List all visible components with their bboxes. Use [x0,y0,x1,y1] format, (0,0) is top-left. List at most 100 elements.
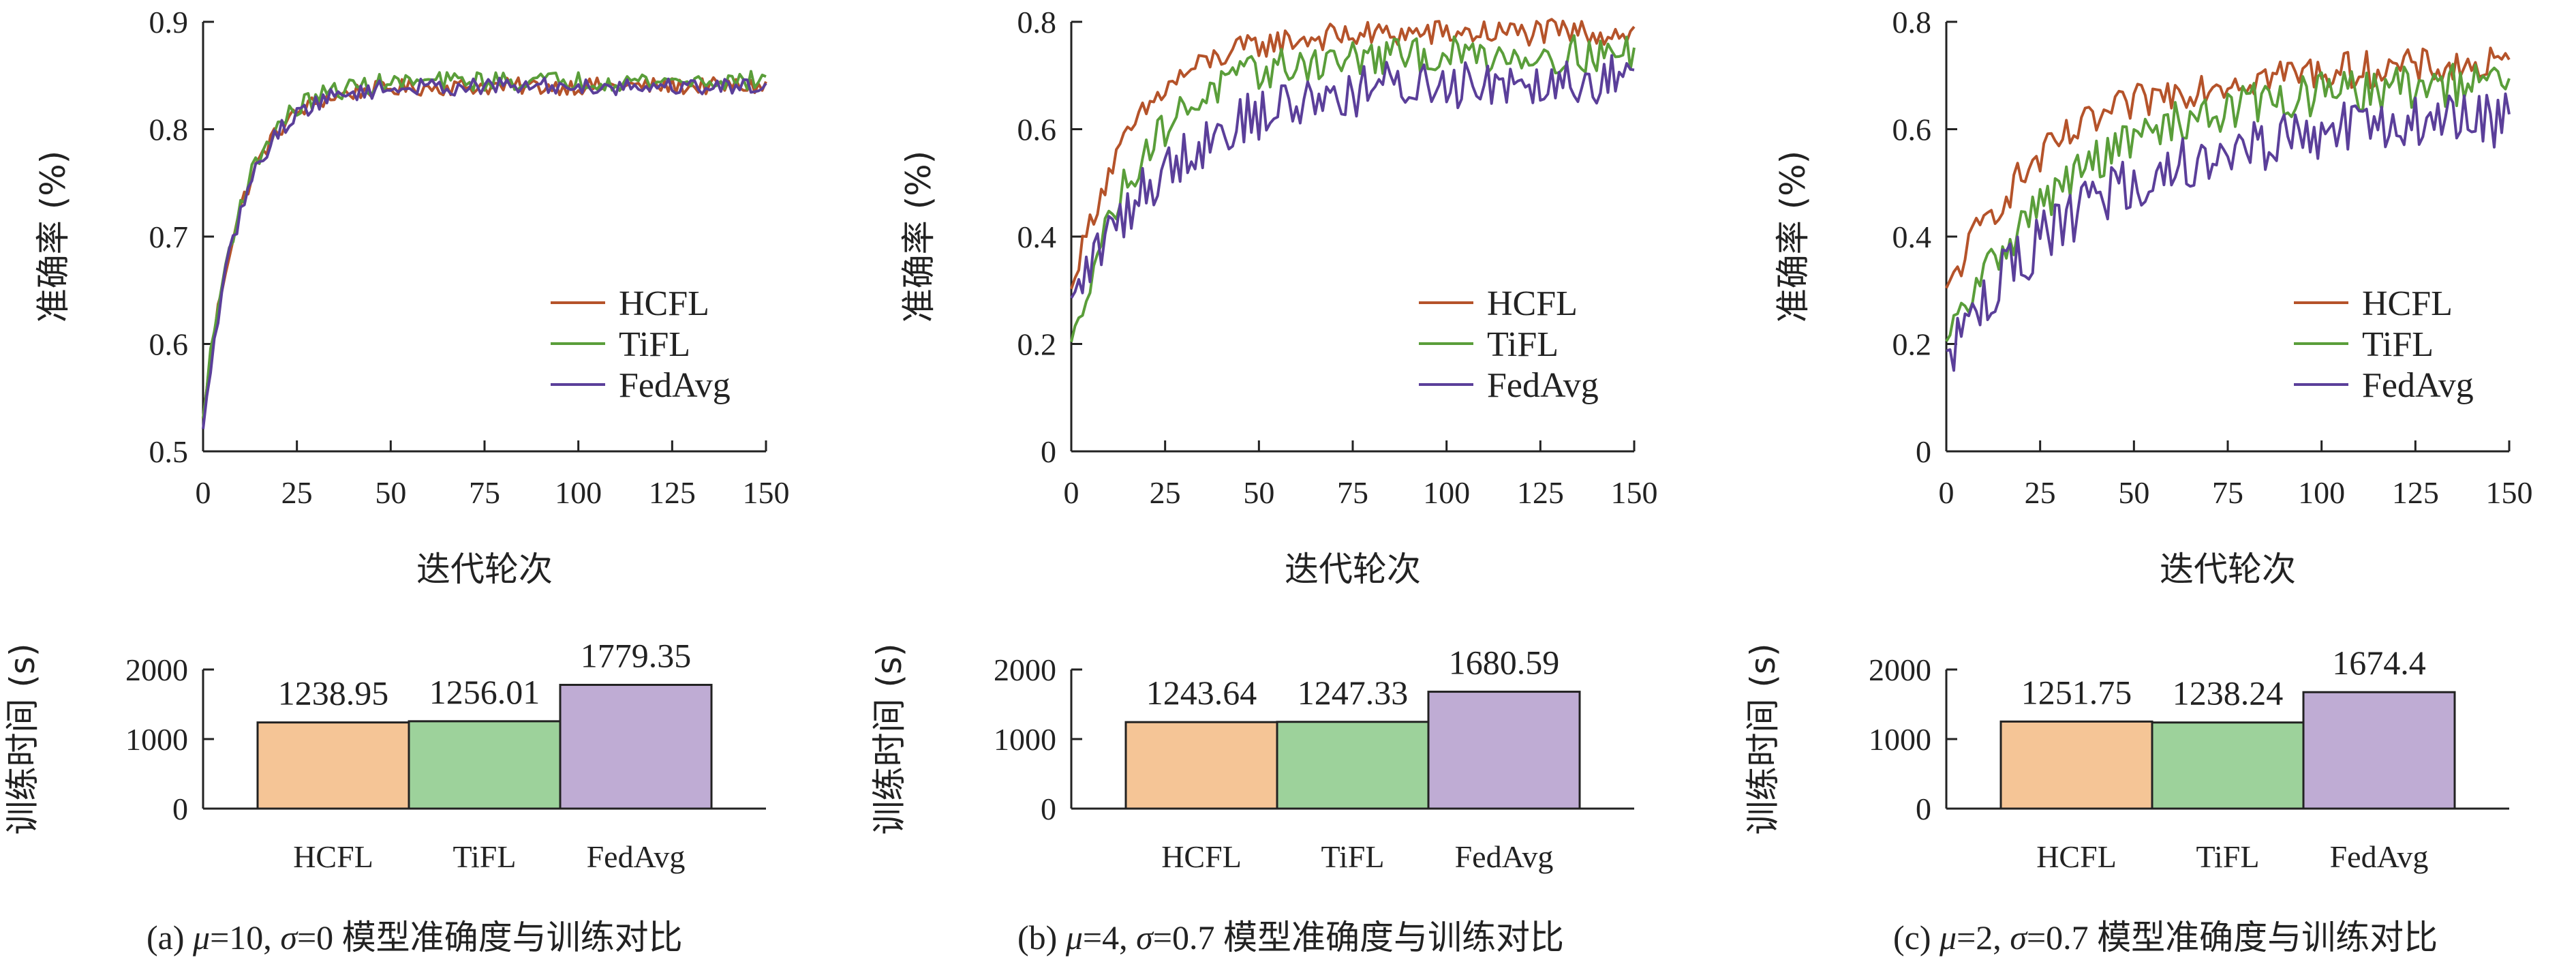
x-tick-label: 150 [743,475,790,510]
x-tick-label: 125 [1517,475,1564,510]
bar-y-tick-label: 1000 [1869,722,1931,757]
bar-y-axis-label: 训练时间 (s) [3,644,42,835]
bar-y-axis-label: 训练时间 (s) [870,644,909,835]
x-tick-label: 150 [2486,475,2533,510]
bar-y-tick-label: 2000 [1869,652,1931,687]
caption-part: μ [192,918,210,957]
x-tick-label: 100 [555,475,602,510]
panel-b: 0 0.2 0.4 0.6 0.8 0 25 50 75 100 125 150 迭代轮次 准确率 (%)… [870,5,1658,957]
x-tick-label: 75 [2212,475,2243,510]
y-tick-label: 0 [1041,434,1056,469]
series-line-hcfl [1945,46,2511,289]
bar-y-tick-label: 2000 [994,652,1056,687]
caption-part: =4, [1083,918,1136,957]
series-line-tifl [202,70,767,419]
bar-value-label: 1238.24 [2173,674,2284,712]
bar-category-label: TiFL [1321,839,1385,874]
x-tick-label: 25 [1150,475,1181,510]
caption-part: =0.7 [2027,918,2097,957]
y-tick-label: 0.9 [149,5,189,40]
x-axis-label: 迭代轮次 [2160,550,2296,589]
bar-value-label: 1674.4 [2332,644,2426,682]
series-line-fedavg [202,76,767,430]
y-tick-label: 0.8 [1017,5,1057,40]
panel-c: 0 0.2 0.4 0.6 0.8 0 25 50 75 100 125 150 迭代轮次 准确率 (%)… [1743,5,2533,957]
bar-y-tick-label: 0 [172,792,188,826]
y-tick-label: 0.5 [149,434,189,469]
caption-part: =2, [1957,918,2010,957]
legend-label-hcfl: HCFL [619,284,709,323]
bar-fedavg [559,684,713,810]
y-axis-label: 准确率 (%) [33,151,73,322]
bar-value-label: 1247.33 [1298,674,1409,712]
caption-part: (b) [1017,918,1066,957]
y-tick-label: 0 [1916,434,1931,469]
legend-label-fedavg: FedAvg [619,366,731,405]
caption-part: (c) [1893,918,1939,957]
y-tick-label: 0.6 [149,327,189,362]
caption-part: μ [1065,918,1083,957]
bar-tifl [1276,721,1430,810]
y-tick-label: 0.2 [1017,327,1057,362]
x-tick-label: 100 [1423,475,1470,510]
bar-category-label: HCFL [293,839,373,874]
bar-value-label: 1238.95 [278,674,389,712]
bar-hcfl [256,721,410,810]
legend-label-tifl: TiFL [619,325,690,364]
bar-y-axis-label: 训练时间 (s) [1743,644,1783,835]
bar-category-label: HCFL [2036,839,2117,874]
bar-y-tick-label: 1000 [994,722,1056,757]
panel-caption: (b) μ=4, σ=0.7 模型准确度与训练对比 [1017,918,1564,957]
x-tick-label: 50 [1243,475,1274,510]
bar-value-label: 1680.59 [1449,644,1560,682]
caption-part: σ [1136,918,1154,957]
y-tick-label: 0.8 [1892,5,1932,40]
bar-value-label: 1779.35 [581,637,692,675]
bar-hcfl [1999,720,2153,810]
series-line-fedavg [1070,54,1635,299]
caption-part: μ [1939,918,1957,957]
caption-part: 模型准确度与训练对比 [342,918,683,957]
panel-caption: (a) μ=10, σ=0 模型准确度与训练对比 [147,918,683,957]
bar-y-tick-label: 1000 [125,722,188,757]
x-tick-label: 25 [2025,475,2056,510]
series-line-tifl [1070,34,1636,343]
bar-category-label: FedAvg [1455,839,1554,874]
bar-fedavg [2302,691,2456,810]
bar-category-label: HCFL [1161,839,1242,874]
x-tick-label: 50 [375,475,406,510]
y-tick-label: 0.6 [1017,112,1057,147]
x-tick-label: 75 [469,475,500,510]
legend-label-tifl: TiFL [1487,325,1559,364]
legend-label-fedavg: FedAvg [2362,366,2474,405]
bar-y-tick-label: 0 [1916,792,1931,826]
caption-part: (a) [147,918,193,957]
series-line-fedavg [1946,92,2511,372]
bar-value-label: 1243.64 [1146,674,1257,712]
legend-label-tifl: TiFL [2362,325,2434,364]
caption-part: =0 [297,918,342,957]
x-tick-label: 75 [1337,475,1368,510]
x-tick-label: 0 [196,475,211,510]
bar-category-label: TiFL [2196,839,2260,874]
bar-hcfl [1124,721,1278,810]
legend-label-hcfl: HCFL [2362,284,2453,323]
x-axis-label: 迭代轮次 [1285,550,1421,589]
x-tick-label: 100 [2298,475,2345,510]
x-tick-label: 50 [2118,475,2149,510]
bar-category-label: FedAvg [2330,839,2429,874]
x-tick-label: 0 [1939,475,1954,510]
bar-value-label: 1256.01 [429,673,540,711]
series-line-hcfl [1070,18,1636,290]
caption-part: =10, [210,918,280,957]
bar-tifl [408,720,562,810]
panel-a: 0.5 0.6 0.7 0.8 0.9 0 25 50 75 100 125 150 迭代轮次 准确率 (… [3,5,790,957]
legend-label-fedavg: FedAvg [1487,366,1599,405]
y-tick-label: 0.8 [149,112,189,147]
panel-caption: (c) μ=2, σ=0.7 模型准确度与训练对比 [1893,918,2438,957]
bar-y-tick-label: 2000 [125,652,188,687]
x-axis-label: 迭代轮次 [416,550,553,589]
y-axis-label: 准确率 (%) [899,151,938,322]
y-axis-label: 准确率 (%) [1773,151,1813,322]
